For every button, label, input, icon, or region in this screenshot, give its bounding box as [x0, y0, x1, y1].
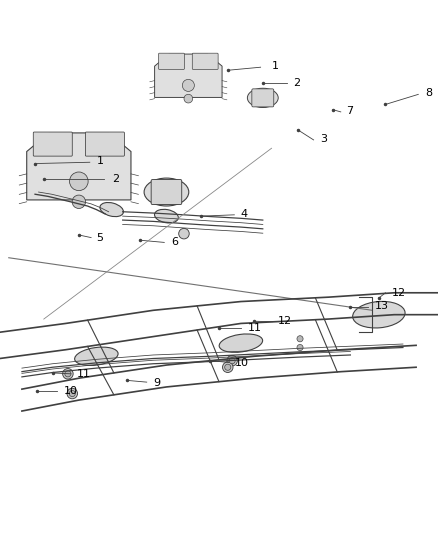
Circle shape — [184, 94, 193, 103]
Text: 1: 1 — [96, 156, 103, 166]
Ellipse shape — [247, 88, 278, 108]
Text: 13: 13 — [374, 301, 389, 311]
Circle shape — [223, 362, 233, 373]
Text: 9: 9 — [153, 377, 160, 387]
Ellipse shape — [353, 301, 405, 328]
Ellipse shape — [100, 203, 124, 216]
Ellipse shape — [155, 209, 178, 223]
Text: 8: 8 — [425, 88, 432, 99]
Text: 4: 4 — [241, 209, 248, 219]
Text: 11: 11 — [247, 323, 261, 333]
FancyBboxPatch shape — [33, 132, 72, 156]
Text: 3: 3 — [320, 134, 327, 144]
Circle shape — [63, 368, 73, 379]
Text: 2: 2 — [293, 78, 300, 88]
Text: 11: 11 — [77, 369, 91, 379]
Text: 1: 1 — [272, 61, 279, 71]
Text: 7: 7 — [346, 106, 353, 116]
Circle shape — [297, 336, 303, 342]
Ellipse shape — [144, 178, 189, 206]
Polygon shape — [155, 54, 222, 98]
Text: 6: 6 — [171, 237, 178, 247]
Text: 10: 10 — [234, 358, 248, 368]
Circle shape — [65, 371, 71, 377]
Circle shape — [229, 358, 235, 364]
FancyBboxPatch shape — [252, 89, 274, 107]
FancyBboxPatch shape — [192, 53, 218, 69]
Text: 12: 12 — [392, 288, 406, 298]
Text: 12: 12 — [278, 316, 292, 326]
Circle shape — [227, 356, 237, 366]
Circle shape — [72, 195, 85, 208]
Text: 2: 2 — [112, 174, 119, 184]
Circle shape — [225, 364, 231, 370]
Ellipse shape — [219, 334, 263, 352]
Circle shape — [297, 344, 303, 351]
Circle shape — [70, 172, 88, 191]
Circle shape — [67, 388, 78, 399]
Text: 10: 10 — [64, 386, 78, 397]
Circle shape — [179, 229, 189, 239]
Circle shape — [182, 79, 194, 91]
Ellipse shape — [74, 347, 118, 366]
FancyBboxPatch shape — [159, 53, 184, 69]
Text: 5: 5 — [96, 233, 103, 243]
FancyBboxPatch shape — [85, 132, 124, 156]
Circle shape — [69, 391, 75, 397]
FancyBboxPatch shape — [151, 180, 182, 205]
Polygon shape — [27, 133, 131, 200]
